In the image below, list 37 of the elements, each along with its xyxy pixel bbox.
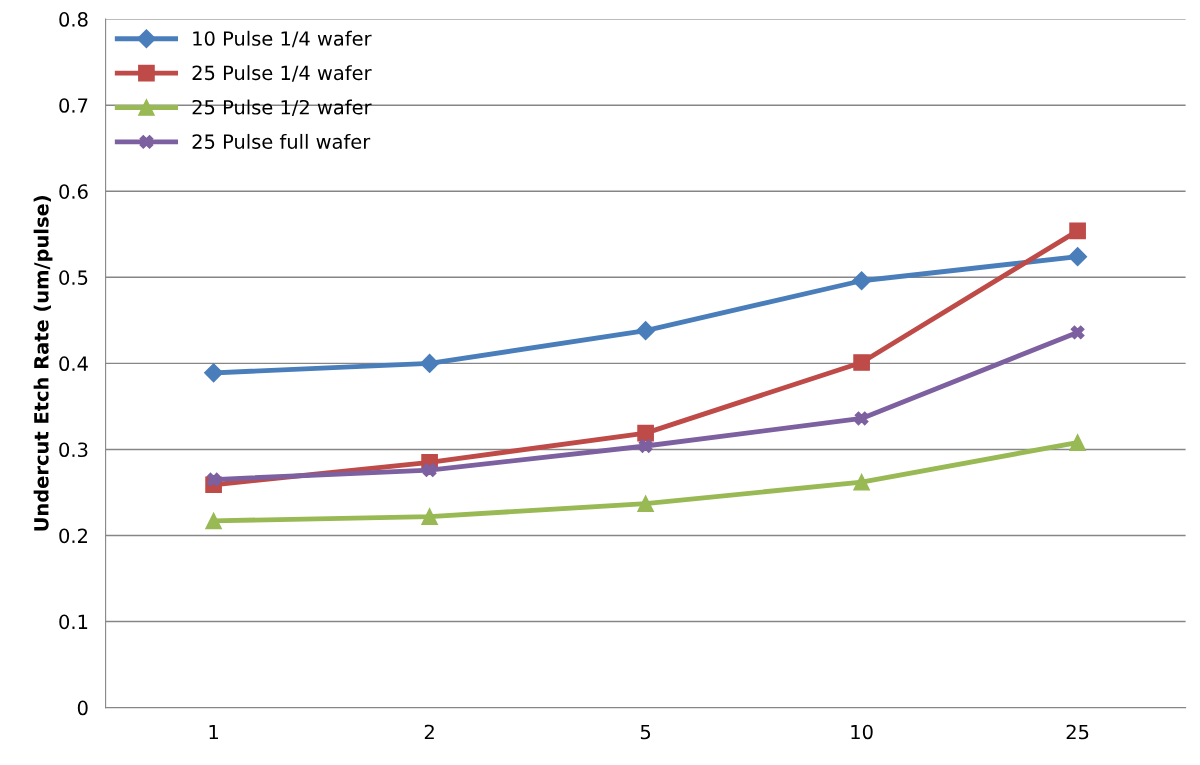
legend-label: 25 Pulse 1/4 wafer [192, 65, 372, 82]
point [853, 354, 870, 371]
point [637, 495, 654, 512]
point [205, 512, 222, 530]
y-tick-label: 0.6 [59, 184, 88, 199]
y-tick-label: 0.4 [59, 356, 88, 372]
point [853, 473, 870, 491]
point [420, 353, 440, 373]
point [854, 411, 869, 426]
point [1069, 434, 1086, 451]
point [421, 508, 438, 525]
y-tick-label: 0.3 [59, 442, 88, 458]
y-tick-label: 0.1 [59, 614, 88, 630]
point [422, 463, 437, 478]
x-tick-label: 1 [209, 724, 218, 740]
legend-label: 10 Pulse 1/4 wafer [193, 30, 372, 48]
y-tick-label: 0.7 [59, 98, 88, 113]
y-tick-label: 0.5 [59, 270, 88, 285]
point [1070, 325, 1085, 340]
point [638, 439, 653, 453]
y-tick-label: 0.8 [59, 12, 88, 27]
x-tick-label: 5 [640, 724, 651, 740]
legend-label: 25 Pulse 1/2 wafer [192, 99, 372, 117]
point [1068, 247, 1088, 267]
x-tick-label: 2 [424, 724, 434, 740]
point [206, 472, 221, 487]
x-tick-label: 25 [1066, 724, 1089, 740]
legend-label: 25 Pulse full wafer [192, 133, 371, 149]
y-tick-label: 0 [77, 700, 88, 716]
x-tick-label: 10 [851, 724, 873, 740]
point [1069, 222, 1086, 240]
point [204, 363, 224, 383]
y-tick-label: 0.2 [59, 528, 87, 544]
point [852, 271, 872, 291]
point [636, 321, 656, 341]
point [637, 424, 654, 442]
y-axis-title: Undercut Etch Rate (um/pulse) [33, 196, 53, 531]
